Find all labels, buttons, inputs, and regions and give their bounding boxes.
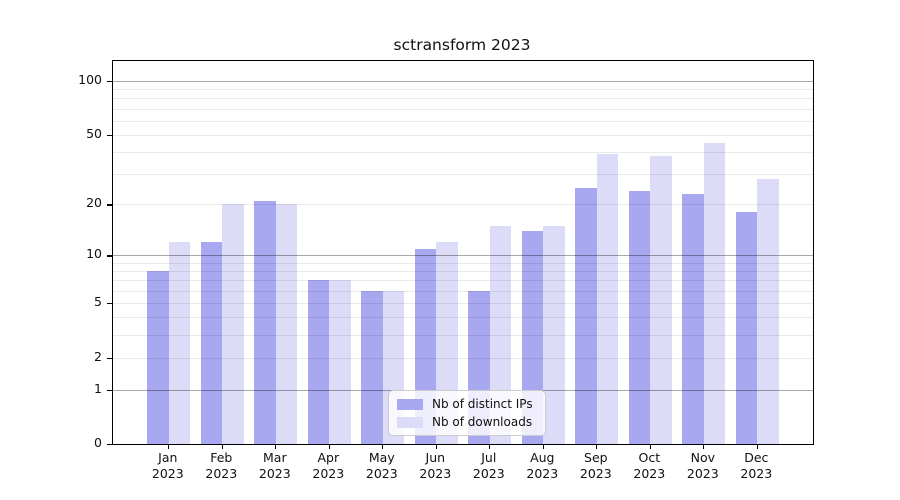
- x-tick-label-nov-2023: Nov 2023: [686, 450, 719, 481]
- gridline-y-20: [113, 204, 813, 206]
- bar-nb-of-distinct-ips-dec-2023: [735, 212, 758, 444]
- x-tick-mar-2023: [275, 444, 277, 449]
- gridline-y-40: [113, 151, 813, 153]
- x-tick-nov-2023: [703, 444, 705, 449]
- bar-nb-of-downloads-nov-2023: [703, 142, 726, 444]
- x-tick-label-sep-2023: Sep 2023: [579, 450, 612, 481]
- x-tick-jan-2023: [168, 444, 170, 449]
- legend-label-distinct-ips: Nb of distinct IPs: [432, 397, 533, 411]
- y-tick-label-50: 50: [86, 125, 102, 141]
- bar-nb-of-downloads-feb-2023: [222, 204, 244, 444]
- bar-nb-of-downloads-jul-2023: [489, 225, 512, 444]
- legend-label-downloads: Nb of downloads: [432, 415, 533, 429]
- gridline-y-50: [113, 134, 813, 136]
- y-tick-label-2: 2: [94, 348, 102, 364]
- bar-nb-of-downloads-dec-2023: [757, 179, 779, 444]
- x-tick-label-apr-2023: Apr 2023: [312, 450, 345, 481]
- legend-swatch-downloads: [397, 416, 423, 428]
- x-tick-dec-2023: [756, 444, 758, 449]
- y-tick-label-20: 20: [86, 195, 102, 211]
- bar-nb-of-distinct-ips-nov-2023: [682, 193, 704, 444]
- bar-nb-of-distinct-ips-oct-2023: [628, 190, 651, 444]
- gridline-y-2: [113, 357, 813, 359]
- bar-nb-of-downloads-apr-2023: [329, 280, 351, 444]
- bar-nb-of-downloads-aug-2023: [543, 225, 565, 444]
- x-tick-label-jan-2023: Jan 2023: [151, 450, 184, 481]
- bar-nb-of-downloads-oct-2023: [650, 155, 672, 444]
- y-tick-20: [106, 204, 112, 206]
- x-tick-oct-2023: [649, 444, 651, 449]
- y-tick-50: [106, 134, 112, 136]
- x-tick-aug-2023: [542, 444, 544, 449]
- x-tick-label-feb-2023: Feb 2023: [205, 450, 238, 481]
- x-tick-label-aug-2023: Aug 2023: [526, 450, 559, 481]
- gridline-y-70: [113, 108, 813, 110]
- y-tick-10: [106, 255, 112, 257]
- gridline-y-4: [113, 317, 813, 319]
- y-tick-label-100: 100: [78, 71, 102, 87]
- y-tick-label-5: 5: [94, 294, 102, 309]
- gridline-y-60: [113, 120, 813, 122]
- y-tick-label-1: 1: [94, 380, 102, 396]
- x-tick-jul-2023: [489, 444, 491, 449]
- gridline-y-30: [113, 173, 813, 175]
- bar-nb-of-distinct-ips-jan-2023: [147, 271, 169, 444]
- gridline-y-5: [113, 303, 813, 304]
- plot-area: [106, 60, 814, 449]
- x-tick-feb-2023: [221, 444, 223, 449]
- gridline-y-6: [113, 290, 813, 292]
- x-tick-label-dec-2023: Dec 2023: [740, 450, 773, 481]
- x-tick-label-jul-2023: Jul 2023: [472, 450, 505, 481]
- bar-nb-of-distinct-ips-sep-2023: [575, 187, 597, 444]
- bar-nb-of-downloads-mar-2023: [275, 204, 298, 444]
- y-tick-2: [106, 357, 112, 359]
- x-tick-sep-2023: [596, 444, 598, 449]
- gridline-y-8: [113, 271, 813, 273]
- y-tick-5: [106, 303, 112, 305]
- x-tick-label-jun-2023: Jun 2023: [419, 450, 452, 481]
- legend-item-distinct-ips: Nb of distinct IPs: [397, 397, 537, 411]
- gridline-y-3: [113, 334, 813, 336]
- gridline-y-9: [113, 262, 813, 264]
- y-tick-100: [106, 80, 112, 83]
- bar-nb-of-distinct-ips-apr-2023: [307, 280, 330, 444]
- bar-nb-of-distinct-ips-mar-2023: [254, 200, 276, 444]
- x-tick-label-oct-2023: Oct 2023: [633, 450, 666, 481]
- bar-nb-of-distinct-ips-may-2023: [361, 290, 383, 444]
- x-tick-may-2023: [382, 444, 384, 449]
- y-tick-label-0: 0: [94, 435, 102, 450]
- chart-title: sctransform 2023: [393, 36, 531, 54]
- y-tick-0: [106, 444, 112, 446]
- legend-item-downloads: Nb of downloads: [397, 415, 537, 429]
- legend-swatch-distinct-ips: [397, 398, 423, 410]
- gridline-y-80: [113, 98, 813, 100]
- x-tick-label-may-2023: May 2023: [365, 450, 398, 481]
- gridline-y-10: [113, 255, 813, 257]
- bar-nb-of-distinct-ips-feb-2023: [200, 242, 223, 444]
- x-tick-label-mar-2023: Mar 2023: [258, 450, 291, 481]
- y-tick-1: [106, 389, 112, 391]
- legend: Nb of distinct IPs Nb of downloads: [388, 390, 546, 436]
- gridline-y-100: [113, 80, 813, 82]
- x-tick-jun-2023: [435, 444, 437, 449]
- gridline-y-90: [113, 89, 813, 91]
- x-tick-apr-2023: [328, 444, 330, 449]
- bar-nb-of-downloads-sep-2023: [596, 153, 619, 444]
- bar-nb-of-downloads-jan-2023: [168, 242, 191, 444]
- gridline-y-7: [113, 280, 813, 282]
- y-tick-label-10: 10: [86, 246, 102, 262]
